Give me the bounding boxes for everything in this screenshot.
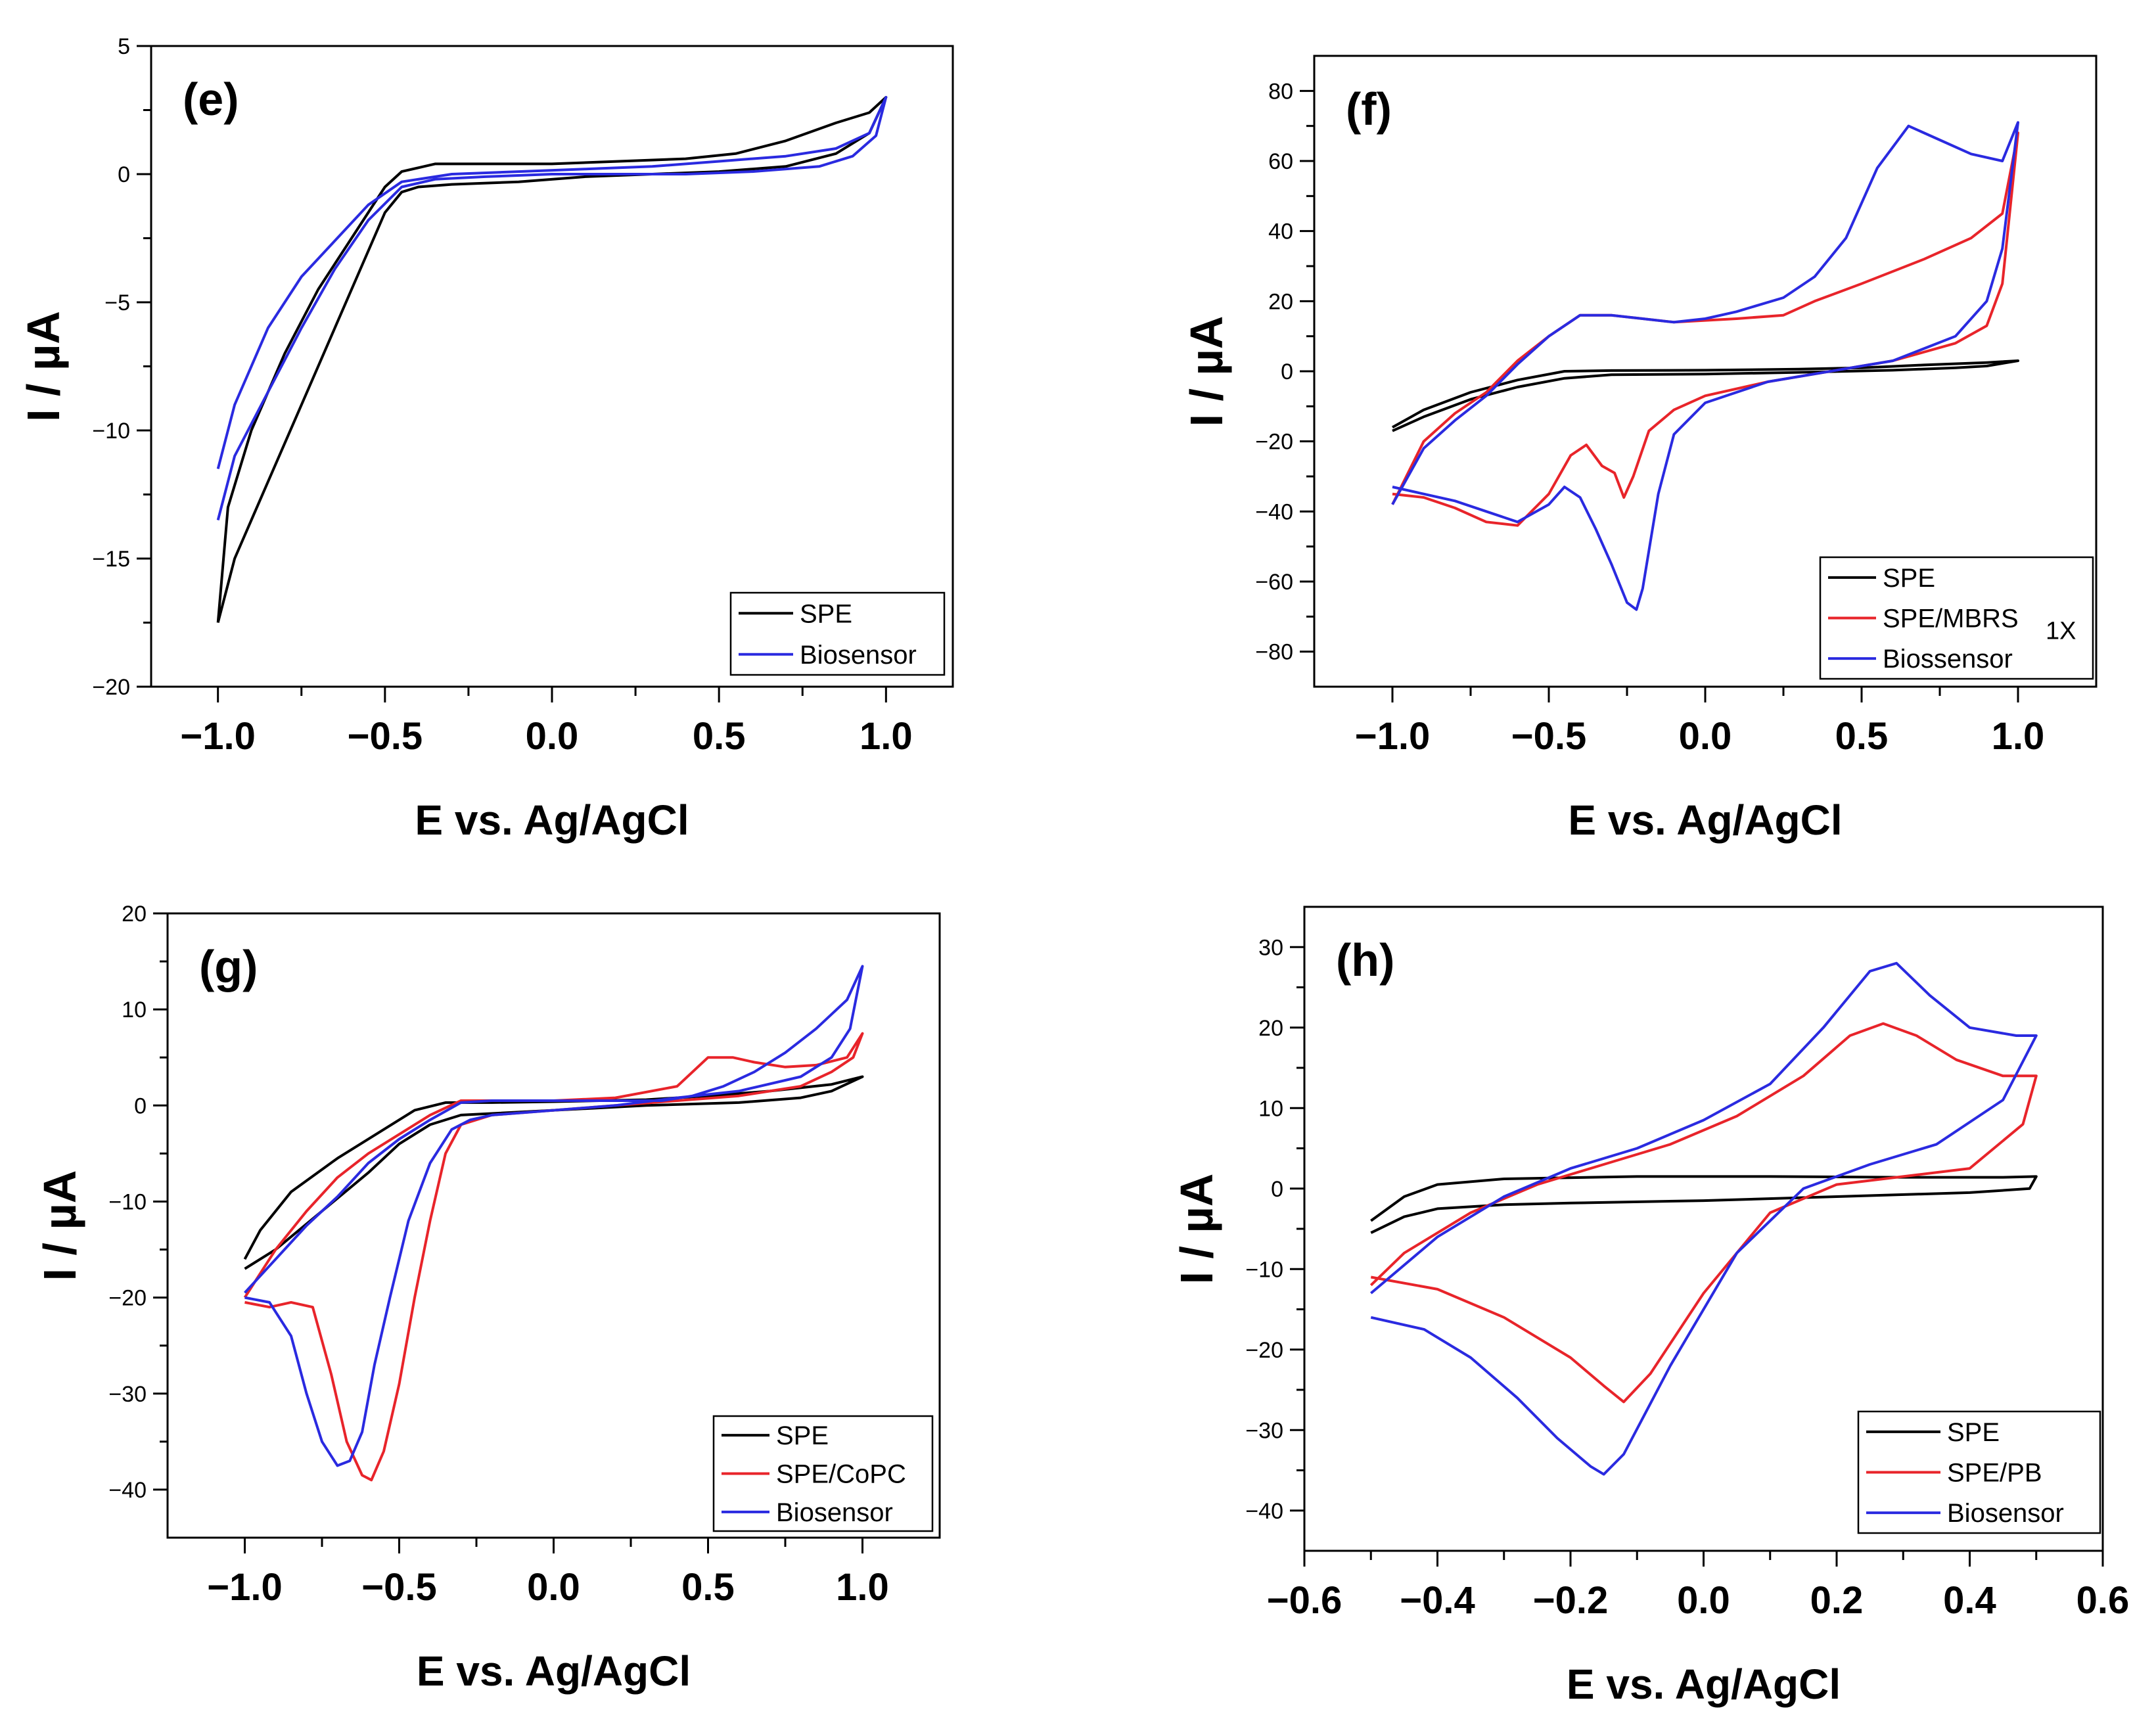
x-tick-label: 0.2 <box>1810 1579 1864 1622</box>
y-tick-label: 0 <box>1281 359 1293 384</box>
x-tick-label: −0.5 <box>1511 715 1587 758</box>
y-tick-label: −40 <box>1245 1499 1283 1524</box>
y-tick-label: −20 <box>1255 430 1293 455</box>
panel-title: (f) <box>1346 83 1392 135</box>
y-tick-label: −20 <box>108 1286 147 1311</box>
y-axis-title: I / µA <box>18 311 69 422</box>
y-tick-label: 30 <box>1258 935 1283 960</box>
y-tick-label: −15 <box>92 547 130 572</box>
legend: SPE SPE/MBRS Biossensor 1X <box>1819 556 2094 680</box>
x-tick-label: 1.0 <box>860 715 913 758</box>
y-tick-label: −30 <box>1245 1418 1283 1443</box>
x-tick-label: 0.6 <box>2076 1579 2130 1622</box>
legend-label: SPE <box>776 1421 829 1450</box>
y-tick-label: −80 <box>1255 640 1293 665</box>
panel-title: (g) <box>199 941 258 992</box>
series-line-spe <box>1370 1175 2038 1234</box>
y-tick-label: −20 <box>92 675 130 700</box>
y-axis-title: I / µA <box>1171 1174 1222 1285</box>
x-tick-label: 0.0 <box>1679 715 1732 758</box>
x-tick-label: −0.5 <box>361 1566 437 1609</box>
legend-label: Biosensor <box>1947 1499 2064 1528</box>
y-tick-label: −40 <box>108 1478 147 1503</box>
series-line-biosensor <box>216 96 888 521</box>
chart-panel-2: −1.0 −0.5 0.0 0.5 1.0 −40 −30 −20 −10 0 10 20 E vs. … <box>34 902 941 1695</box>
series-line-biosensor <box>244 965 864 1467</box>
x-axis-title: E vs. Ag/AgCl <box>1568 796 1842 844</box>
y-tick-label: 20 <box>1258 1016 1283 1041</box>
y-tick-label: 0 <box>1271 1177 1283 1202</box>
y-tick-label: 20 <box>122 902 147 927</box>
y-tick-label: −10 <box>108 1189 147 1214</box>
legend-label: SPE <box>1883 564 1935 593</box>
x-tick-label: −0.2 <box>1533 1579 1609 1622</box>
y-tick-label: 10 <box>122 998 147 1022</box>
legend-note: 1X <box>2046 618 2076 645</box>
y-axis-title: I / µA <box>1181 316 1232 427</box>
x-tick-label: 0.5 <box>693 715 746 758</box>
y-tick-label: 40 <box>1268 219 1293 244</box>
x-axis-title: E vs. Ag/AgCl <box>1567 1661 1841 1708</box>
legend-box <box>729 591 946 676</box>
x-tick-label: −1.0 <box>180 715 256 758</box>
legend-label: SPE/PB <box>1947 1459 2042 1488</box>
y-tick-label: 0 <box>118 162 130 187</box>
series-line-spe-copc <box>243 1032 864 1482</box>
x-tick-label: 0.0 <box>1677 1579 1730 1622</box>
x-tick-label: 0.5 <box>1835 715 1889 758</box>
x-tick-label: 1.0 <box>836 1566 889 1609</box>
y-axis-title: I / µA <box>34 1170 85 1281</box>
series-line-spe <box>1392 359 2019 432</box>
chart-panel-0: −1.0 −0.5 0.0 0.5 1.0 −20 −15 −10 −5 0 5 E vs. Ag/A… <box>18 34 954 844</box>
legend-label: Biosensor <box>776 1498 893 1527</box>
legend: SPE SPE/CoPC Biosensor <box>712 1415 934 1532</box>
panel-title: (e) <box>183 74 239 125</box>
y-tick-label: 80 <box>1268 79 1293 104</box>
y-tick-label: −20 <box>1245 1338 1283 1363</box>
chart-panel-1: −1.0 −0.5 0.0 0.5 1.0 −80 −60 −40 −20 0 20 40 60 80 E … <box>1181 55 2098 844</box>
x-tick-label: −0.5 <box>348 715 423 758</box>
x-axis-title: E vs. Ag/AgCl <box>417 1647 691 1695</box>
x-tick-label: 0.0 <box>526 715 579 758</box>
y-tick-label: −30 <box>108 1382 147 1407</box>
y-tick-label: −10 <box>1245 1257 1283 1282</box>
y-tick-label: 60 <box>1268 149 1293 174</box>
y-tick-label: −60 <box>1255 570 1293 595</box>
y-tick-label: −5 <box>104 290 130 315</box>
x-tick-label: −1.0 <box>207 1566 283 1609</box>
y-tick-label: 5 <box>118 34 130 59</box>
legend-label: SPE <box>1947 1418 2000 1447</box>
legend: SPE Biosensor <box>729 591 946 676</box>
series-line-spe-pb <box>1369 1022 2038 1404</box>
x-tick-label: −0.4 <box>1400 1579 1475 1622</box>
legend-label: SPE <box>800 599 852 628</box>
y-tick-label: 10 <box>1258 1096 1283 1121</box>
x-tick-label: 0.0 <box>527 1566 580 1609</box>
x-tick-label: −1.0 <box>1355 715 1431 758</box>
legend-label: Biosensor <box>800 641 917 670</box>
y-tick-label: −40 <box>1255 499 1293 524</box>
series-line-biosensor <box>1370 961 2038 1476</box>
x-tick-label: 0.4 <box>1943 1579 1996 1622</box>
x-tick-label: 0.5 <box>681 1566 735 1609</box>
panel-title: (h) <box>1336 934 1394 986</box>
x-axis-title: E vs. Ag/AgCl <box>415 796 689 844</box>
series-line-spe <box>216 96 888 624</box>
legend-label: Biossensor <box>1883 645 2013 674</box>
legend-label: SPE/CoPC <box>776 1460 906 1489</box>
y-tick-label: 0 <box>134 1093 147 1118</box>
x-tick-label: 1.0 <box>1992 715 2045 758</box>
y-tick-label: −10 <box>92 419 130 444</box>
legend-label: SPE/MBRS <box>1883 605 2019 633</box>
y-tick-label: 20 <box>1268 289 1293 314</box>
legend: SPE SPE/PB Biosensor <box>1857 1410 2101 1534</box>
chart-panel-3: −0.6 −0.4 −0.2 0.0 0.2 0.4 0.6 −40 −30 −20 −10 0 10 2… <box>1171 906 2130 1708</box>
series-line-spe <box>243 1075 864 1270</box>
series-line-biossensor <box>1391 121 2019 611</box>
x-tick-label: −0.6 <box>1267 1579 1342 1622</box>
